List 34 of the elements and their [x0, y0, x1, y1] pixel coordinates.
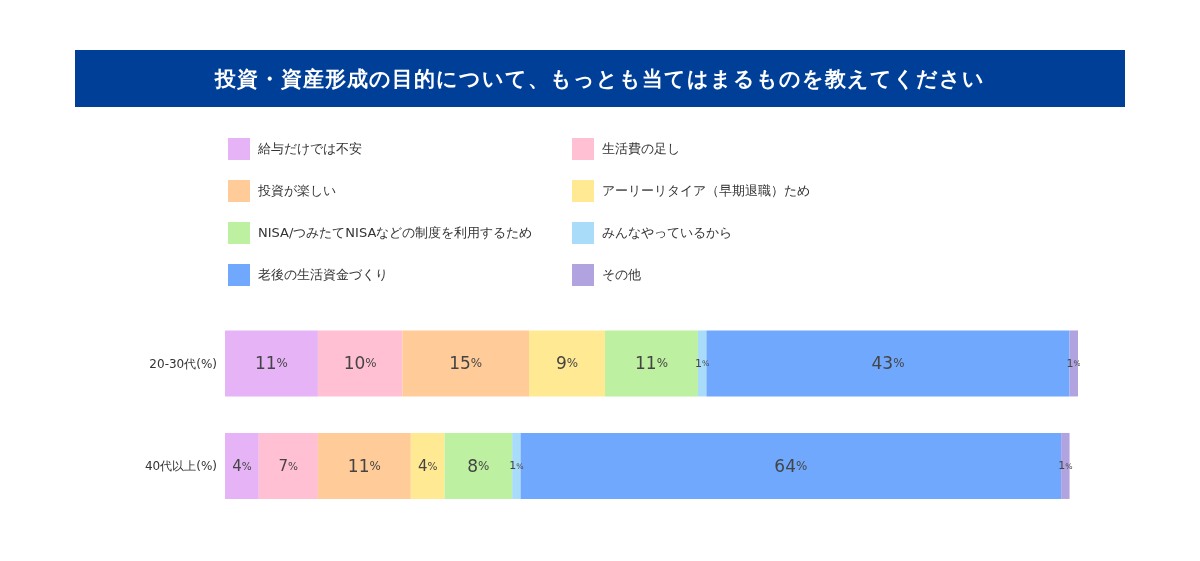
legend-label: 投資が楽しい — [258, 182, 336, 200]
data-label: 64% — [774, 455, 808, 476]
legend-label: アーリーリタイア（早期退職）ため — [602, 182, 810, 200]
bar — [225, 432, 259, 499]
data-label: 43% — [871, 353, 905, 374]
bar — [258, 432, 318, 499]
bar — [605, 330, 698, 397]
data-label: 10% — [343, 353, 377, 374]
data-label: 11% — [635, 353, 668, 374]
bar — [317, 432, 411, 499]
data-label: 15% — [449, 353, 483, 374]
bar — [317, 330, 403, 397]
bar — [512, 432, 521, 499]
chart-title: 投資・資産形成の目的について、もっとも当てはまるものを教えてください — [75, 50, 1125, 107]
bar — [529, 330, 606, 397]
bar — [402, 330, 530, 397]
data-label: 7% — [278, 456, 299, 475]
legend-label: 生活費の足し — [602, 140, 680, 158]
data-label: 9% — [555, 353, 579, 374]
bar — [410, 432, 445, 499]
data-label: 11% — [347, 455, 381, 476]
legend-label: 給与だけでは不安 — [258, 140, 362, 158]
legend-label: みんなやっているから — [602, 224, 732, 242]
legend-label: NISA/つみたてNISAなどの制度を利用するため — [258, 224, 533, 242]
data-label: 8% — [467, 455, 490, 476]
y-tick-label: 40代以上(%) — [144, 459, 217, 474]
y-tick-label: 20-30代(%) — [149, 356, 217, 371]
data-label: 4% — [232, 456, 252, 475]
data-label: 4% — [417, 456, 438, 475]
legend-label: その他 — [602, 266, 641, 284]
data-label: 11% — [254, 353, 288, 374]
bar — [1061, 432, 1070, 499]
legend-label: 老後の生活資金づくり — [258, 266, 388, 284]
bar — [225, 330, 318, 397]
